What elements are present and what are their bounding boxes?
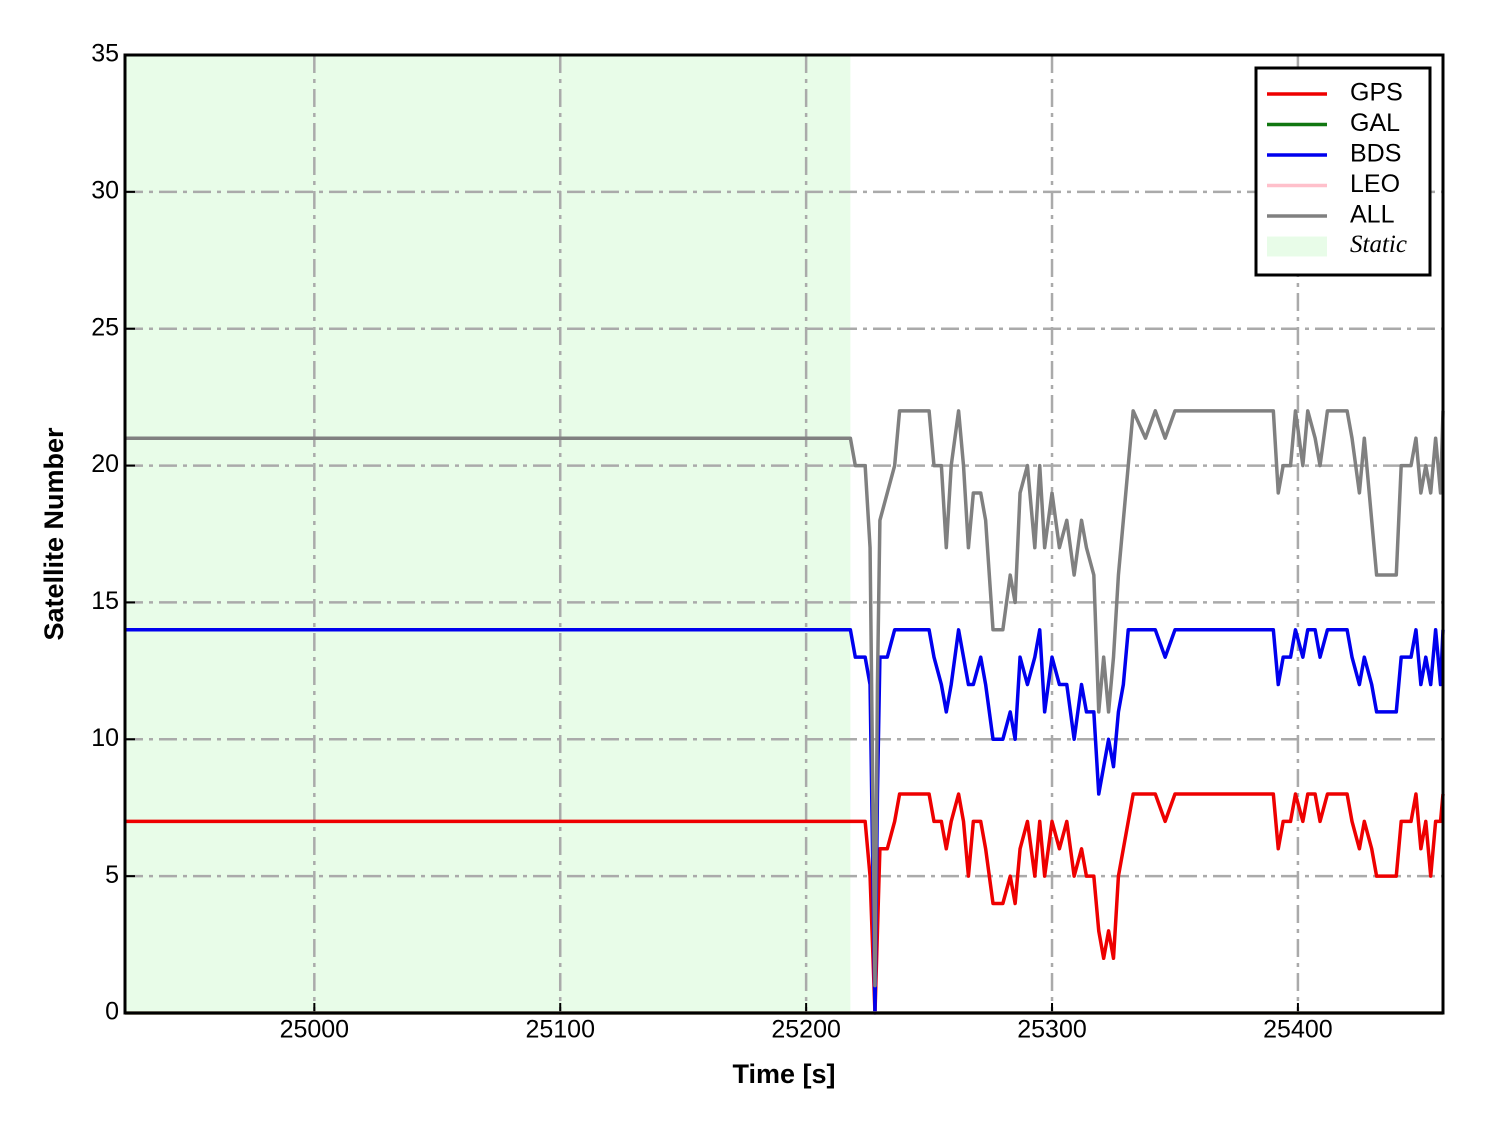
y-tick-label: 35 bbox=[91, 40, 119, 68]
series-line bbox=[125, 409, 1445, 988]
series-line bbox=[125, 792, 1445, 1015]
x-axis-label: Time [s] bbox=[732, 1059, 835, 1089]
y-tick-label: 15 bbox=[91, 587, 119, 615]
legend-label: LEO bbox=[1350, 170, 1400, 198]
y-tick-label: 0 bbox=[105, 998, 119, 1026]
legend-label: GAL bbox=[1350, 109, 1400, 137]
y-tick-label: 25 bbox=[91, 313, 119, 341]
static-region bbox=[125, 55, 851, 1013]
legend-label: Static bbox=[1350, 231, 1407, 258]
y-tick-label: 30 bbox=[91, 176, 119, 204]
series-line bbox=[125, 628, 1445, 1015]
y-tick-label: 20 bbox=[91, 450, 119, 478]
x-tick-label: 25400 bbox=[1263, 1016, 1333, 1044]
y-axis-label: Satellite Number bbox=[39, 427, 69, 641]
y-tick-label: 5 bbox=[105, 861, 119, 889]
plot-frame bbox=[123, 53, 1445, 1015]
legend-swatch bbox=[1267, 236, 1327, 257]
x-tick-label: 25000 bbox=[280, 1016, 350, 1044]
y-tick-label: 10 bbox=[91, 724, 119, 752]
legend-label: ALL bbox=[1350, 201, 1395, 229]
x-tick-label: 25200 bbox=[771, 1016, 841, 1044]
legend-label: GPS bbox=[1350, 79, 1403, 107]
x-tick-label: 25300 bbox=[1017, 1016, 1087, 1044]
x-tick-label: 25100 bbox=[525, 1016, 595, 1044]
legend-label: BDS bbox=[1350, 140, 1401, 168]
